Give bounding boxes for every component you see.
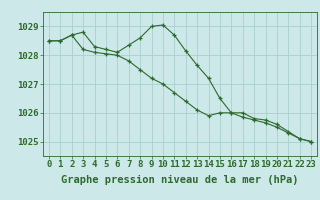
X-axis label: Graphe pression niveau de la mer (hPa): Graphe pression niveau de la mer (hPa)	[61, 175, 299, 185]
